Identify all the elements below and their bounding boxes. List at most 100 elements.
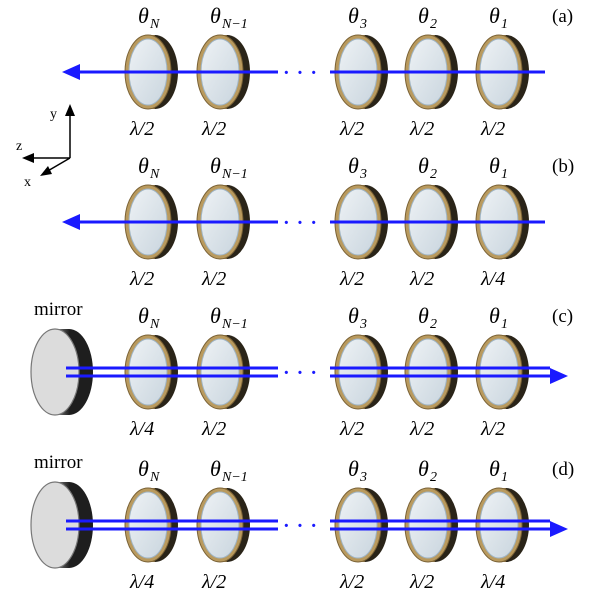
waveplate-glass — [408, 491, 448, 559]
waveplate — [404, 334, 458, 410]
waveplate-type-label: λ/2 — [339, 118, 364, 140]
waveplate-glass — [338, 338, 378, 406]
ellipsis-dots: · · · — [283, 62, 318, 84]
theta-label: θ — [138, 456, 149, 481]
waveplate-glass — [200, 491, 240, 559]
waveplate — [334, 487, 388, 563]
waveplate-type-label: λ/4 — [129, 571, 154, 591]
waveplate-type-label: λ/2 — [480, 118, 505, 140]
theta-label: θ — [418, 3, 429, 28]
beam-arrowhead-left — [62, 214, 80, 230]
panel-label: (d) — [552, 459, 574, 480]
waveplate-glass — [128, 338, 168, 406]
waveplate — [475, 334, 529, 410]
waveplate-glass — [479, 491, 519, 559]
theta-subscript: N−1 — [221, 470, 248, 485]
waveplate-type-label: λ/2 — [201, 268, 226, 290]
x-axis-label: x — [24, 175, 31, 190]
waveplate-type-label: λ/4 — [480, 268, 505, 290]
theta-label: θ — [138, 303, 149, 328]
z-axis-arrowhead — [22, 153, 34, 163]
waveplate-type-label: λ/2 — [409, 571, 434, 591]
beam-arrowhead-right — [550, 368, 568, 384]
theta-subscript: N — [149, 167, 160, 182]
ellipsis-dots: · · · — [283, 515, 318, 537]
waveplate — [404, 487, 458, 563]
waveplate — [124, 487, 178, 563]
y-axis-label: y — [50, 107, 57, 122]
waveplate-type-label: λ/2 — [129, 268, 154, 290]
waveplate-type-label: λ/2 — [339, 571, 364, 591]
theta-label: θ — [210, 3, 221, 28]
theta-subscript: 3 — [359, 167, 367, 182]
beam-overlay — [62, 214, 545, 230]
beam-arrowhead-left — [62, 64, 80, 80]
coordinate-axes: y z x — [16, 104, 75, 190]
waveplate — [124, 334, 178, 410]
x-axis-line — [45, 157, 71, 173]
waveplate — [475, 487, 529, 563]
waveplate — [196, 334, 250, 410]
panel-label: (b) — [552, 156, 574, 177]
beam-overlay — [66, 519, 568, 537]
panel-label: (a) — [552, 6, 573, 27]
mirror — [30, 328, 93, 416]
beam-arrowhead-right — [550, 521, 568, 537]
waveplate-type-label: λ/2 — [409, 268, 434, 290]
waveplate — [334, 334, 388, 410]
theta-label: θ — [489, 303, 500, 328]
mirror-label: mirror — [34, 452, 83, 473]
y-axis-arrowhead — [65, 104, 75, 116]
mirror-face — [30, 328, 80, 416]
theta-subscript: 1 — [501, 17, 508, 32]
waveplate-glass — [128, 491, 168, 559]
theta-subscript: 1 — [501, 167, 508, 182]
theta-subscript: N−1 — [221, 17, 248, 32]
mirror-face — [30, 481, 80, 569]
mirror-label: mirror — [34, 299, 83, 320]
theta-label: θ — [418, 153, 429, 178]
mirror — [30, 481, 93, 569]
theta-label: θ — [138, 3, 149, 28]
plates-group — [124, 334, 529, 410]
beam-overlay — [66, 366, 568, 384]
z-axis-label: z — [16, 139, 22, 154]
panel-label: (c) — [552, 306, 573, 327]
waveplate-type-label: λ/2 — [201, 118, 226, 140]
waveplate-type-label: λ/2 — [201, 418, 226, 440]
theta-label: θ — [489, 456, 500, 481]
waveplate-type-label: λ/2 — [409, 418, 434, 440]
theta-subscript: 2 — [430, 167, 437, 182]
theta-label: θ — [210, 456, 221, 481]
theta-label: θ — [348, 456, 359, 481]
waveplate-glass — [408, 338, 448, 406]
theta-subscript: N — [149, 317, 160, 332]
waveplate-type-label: λ/2 — [339, 418, 364, 440]
theta-subscript: 3 — [359, 470, 367, 485]
theta-label: θ — [418, 303, 429, 328]
theta-label: θ — [489, 3, 500, 28]
theta-subscript: 1 — [501, 317, 508, 332]
waveplate-type-label: λ/2 — [480, 418, 505, 440]
waveplate-type-label: λ/2 — [409, 118, 434, 140]
theta-subscript: N−1 — [221, 317, 248, 332]
theta-label: θ — [489, 153, 500, 178]
theta-subscript: 2 — [430, 17, 437, 32]
theta-label: θ — [348, 303, 359, 328]
waveplate-type-label: λ/2 — [201, 571, 226, 591]
theta-label: θ — [418, 456, 429, 481]
theta-subscript: 1 — [501, 470, 508, 485]
theta-label: θ — [210, 303, 221, 328]
theta-label: θ — [348, 3, 359, 28]
waveplate-type-label: λ/2 — [129, 118, 154, 140]
theta-subscript: N — [149, 17, 160, 32]
waveplate-type-label: λ/2 — [339, 268, 364, 290]
theta-subscript: 3 — [359, 17, 367, 32]
waveplate-glass — [338, 491, 378, 559]
theta-subscript: N−1 — [221, 167, 248, 182]
